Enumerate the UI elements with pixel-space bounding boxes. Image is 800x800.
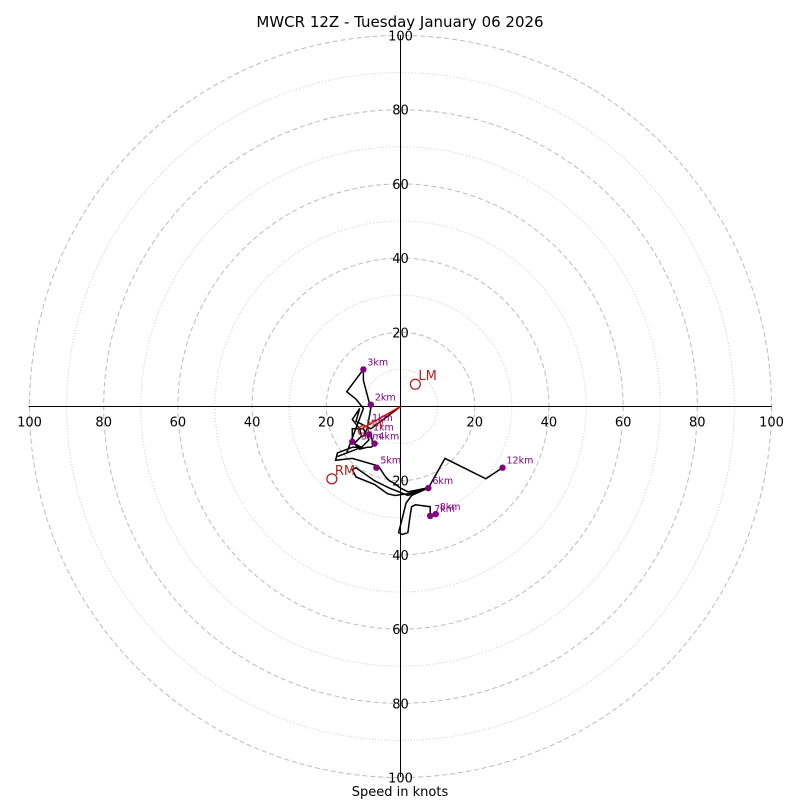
height-label-2km: 2km [375,393,396,404]
height-marker-12km [499,464,506,471]
height-label-12km: 12km [507,456,534,467]
x-tick-label: 20 [318,416,335,431]
x-tick-label: 80 [95,416,112,431]
storm-motion-mw-marker [357,424,370,437]
y-tick-label: 100 [388,772,413,787]
height-label-3km: 3km [367,357,388,368]
height-label-1km: 1km [373,422,394,433]
x-tick-label: 40 [541,416,558,431]
y-tick-label: 40 [392,252,409,267]
height-label-5km: 5km [380,456,401,467]
x-tick-label: 60 [170,416,187,431]
x-tick-labels: 100 80 60 40 20 20 40 60 80 100 [17,416,784,431]
x-tick-label: 80 [689,416,706,431]
hodograph-trace [334,367,503,536]
storm-motion-markers: LM RM [326,369,437,485]
y-tick-label: 60 [392,623,409,638]
overlay-label-1km: 1km [372,413,393,424]
height-marker-7km [426,512,434,520]
overlay-label-3km: 3km [361,432,382,443]
x-tick-label: 20 [466,416,483,431]
height-label-7km: 7km [434,504,455,515]
height-label-6km: 6km [432,476,453,487]
height-label-4km: 4km [379,432,400,443]
height-marker-6km [425,484,432,492]
overlay-label-mw: MW [366,419,384,430]
height-marker-2km [367,401,375,408]
x-tick-label: 60 [615,416,632,431]
height-marker [349,438,356,445]
height-marker-4km [371,440,378,447]
y-tick-label: 100 [388,30,413,45]
storm-motion-rm-label: RM [335,464,355,479]
y-tick-label: 40 [392,549,409,564]
height-marker-5km [373,464,380,471]
height-marker-3km [360,366,367,373]
y-tick-label: 20 [392,326,409,341]
storm-motion-lm-label: LM [418,369,436,384]
y-tick-label: 60 [392,178,409,193]
shear-vector [361,405,401,430]
storm-motion-lm-marker [409,378,421,390]
chart-title: MWCR 12Z - Tuesday January 06 2026 [256,13,543,31]
y-tick-label: 80 [392,104,409,119]
height-marker-8km [432,510,439,518]
x-tick-label: 40 [244,416,261,431]
y-tick-label: 80 [392,697,409,712]
x-tick-label: 100 [759,416,784,431]
height-label-8km: 8km [440,502,461,513]
x-axis-label: Speed in knots [352,785,449,800]
x-tick-label: 100 [17,416,42,431]
storm-motion-rm-marker [326,473,338,485]
